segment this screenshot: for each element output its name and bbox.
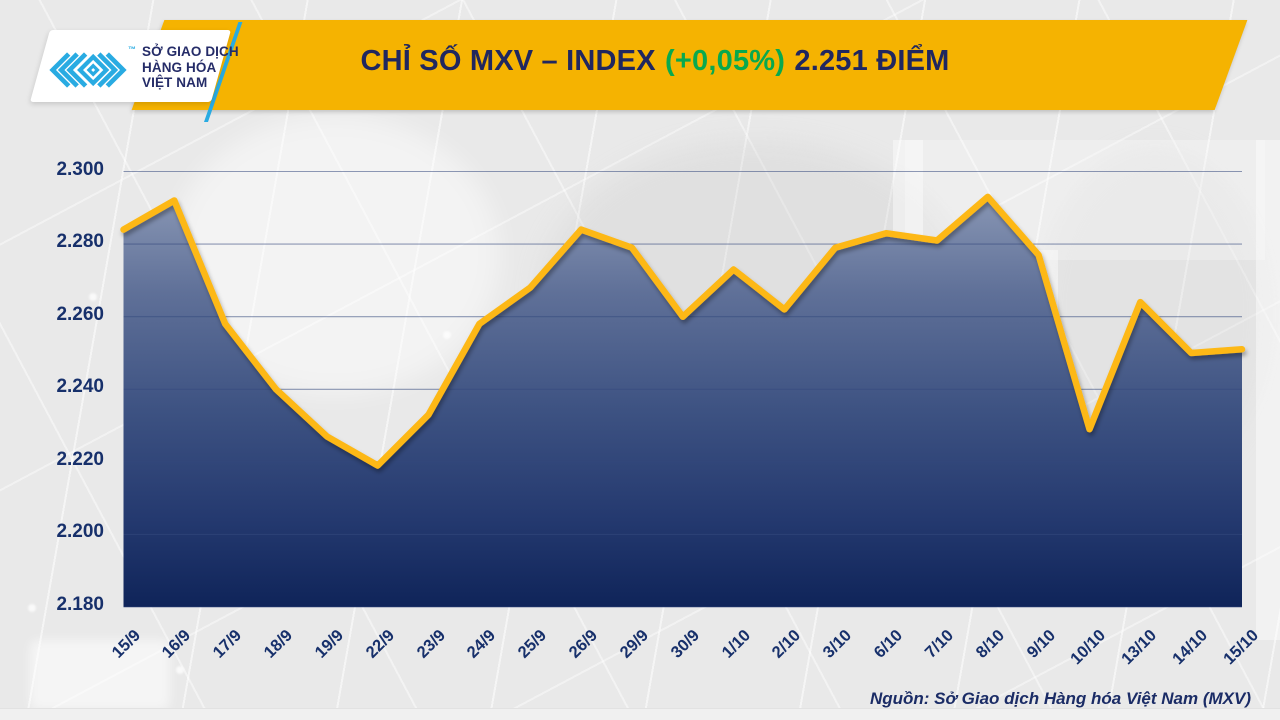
y-tick-label: 2.300	[56, 158, 104, 180]
y-tick-label: 2.200	[56, 521, 104, 543]
org-name: SỞ GIAO DỊCH HÀNG HÓA VIỆT NAM	[142, 44, 242, 91]
org-name-line: VIỆT NAM	[142, 75, 208, 90]
y-tick-label: 2.260	[56, 303, 104, 325]
network-node-dot	[443, 331, 451, 339]
network-node-dot	[28, 604, 36, 612]
y-tick-label: 2.220	[56, 448, 104, 470]
worldmap-watermark-blob	[30, 640, 170, 710]
mxv-logo: ™ SỞ GIAO DỊCH HÀNG HÓA VIỆT NAM	[0, 0, 260, 130]
index-area-fill	[123, 196, 1242, 607]
gridlines	[123, 170, 1242, 608]
source-attribution: Nguồn: Sở Giao dịch Hàng hóa Việt Nam (M…	[869, 689, 1251, 708]
org-name-line: SỞ GIAO DỊCH	[142, 44, 239, 59]
y-tick-label: 2.240	[56, 376, 104, 398]
network-node-dot	[176, 666, 184, 674]
network-node-dot	[89, 293, 97, 301]
index-line	[120, 193, 1246, 469]
y-tick-label: 2.180	[56, 594, 104, 615]
mxv-logo-icon	[49, 52, 127, 88]
title-main: CHỈ SỐ MXV – INDEX	[360, 45, 656, 77]
title-index-value: 2.251 ĐIỂM	[794, 45, 950, 77]
barchart-watermark	[1256, 140, 1280, 640]
trademark-symbol: ™	[128, 45, 136, 54]
org-name-line: HÀNG HÓA	[142, 59, 217, 75]
chart-title: CHỈ SỐ MXV – INDEX (+0,05%) 2.251 ĐIỂM	[250, 45, 1060, 78]
title-change-percent: (+0,05%)	[665, 45, 786, 77]
y-tick-label: 2.280	[56, 231, 104, 253]
bottom-strip	[0, 708, 1280, 720]
